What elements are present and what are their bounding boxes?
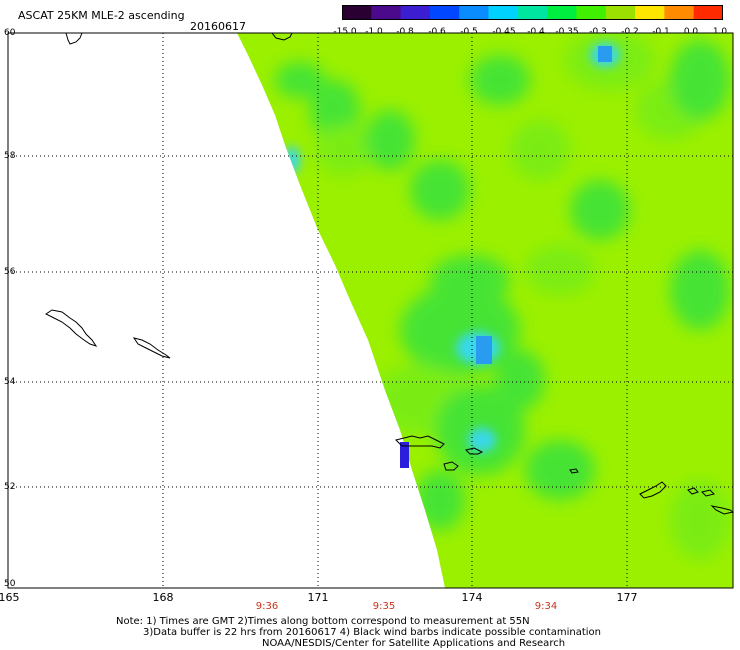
colorbar-label: -0.45	[492, 27, 516, 37]
coastline	[710, 505, 735, 515]
coastline	[687, 487, 699, 495]
colorbar-label: 1.0	[712, 27, 728, 37]
coastline	[639, 481, 667, 499]
colorbar-label: -0.35	[555, 27, 579, 37]
colorbar-label: -0.3	[589, 27, 607, 37]
colorbar-swatch	[693, 5, 723, 20]
colorbar-swatch	[459, 5, 490, 20]
coastline	[465, 447, 484, 455]
coastline	[395, 435, 445, 449]
note-line-2: 3)Data buffer is 22 hrs from 20160617 4)…	[143, 627, 601, 638]
colorbar-swatch	[488, 5, 519, 20]
colorbar-swatch	[342, 5, 372, 20]
colorbar-border	[342, 5, 723, 20]
colorbar-swatch	[400, 5, 431, 20]
lat-label: 56	[4, 267, 16, 277]
coastlines	[45, 32, 735, 515]
credit-line: NOAA/NESDIS/Center for Satellite Applica…	[262, 638, 566, 649]
colorbar-swatch	[429, 5, 460, 20]
coastline	[65, 32, 83, 45]
colorbar-swatch	[635, 5, 665, 20]
lon-label: 177	[616, 591, 638, 604]
lon-label: 168	[152, 591, 174, 604]
wind-cell-high	[476, 336, 492, 364]
coastline	[443, 461, 459, 471]
color-scale-bar	[342, 5, 723, 20]
colorbar-label: -0.1	[652, 27, 670, 37]
colorbar-swatch	[576, 5, 607, 20]
colorbar-swatch	[547, 5, 578, 20]
coastline	[45, 309, 98, 347]
colorbar-label: -15.0	[333, 27, 357, 37]
note-line-1: Note: 1) Times are GMT 2)Times along bot…	[116, 616, 530, 627]
coastline	[701, 489, 715, 497]
lon-label: 174	[461, 591, 483, 604]
wind-cell-max	[400, 442, 409, 468]
colorbar-label: -0.2	[621, 27, 639, 37]
product-title: ASCAT 25KM MLE-2 ascending	[18, 9, 185, 22]
colorbar-label: 0.0	[683, 27, 699, 37]
time-label: 9:36	[255, 601, 279, 612]
coastline	[132, 337, 171, 359]
map-frame	[7, 32, 734, 589]
lat-label: 50	[4, 579, 16, 589]
lat-label: 54	[4, 377, 16, 387]
colorbar-swatch	[605, 5, 636, 20]
time-label: 9:35	[372, 601, 396, 612]
coastline	[271, 32, 293, 41]
product-date: 20160617	[190, 20, 246, 33]
lat-label: 58	[4, 151, 16, 161]
colorbar-label: -1.0	[365, 27, 383, 37]
colorbar-label: -0.5	[460, 27, 478, 37]
lat-label: 52	[4, 482, 16, 492]
colorbar-label: -0.6	[428, 27, 446, 37]
colorbar-label: -0.8	[396, 27, 414, 37]
graticule	[8, 33, 733, 588]
colorbar-swatch	[371, 5, 402, 20]
time-label: 9:34	[534, 601, 558, 612]
wind-cell-high	[598, 46, 612, 62]
wind-swath	[237, 33, 733, 588]
coastline	[569, 468, 579, 474]
lon-label: 171	[307, 591, 329, 604]
lon-label: 165	[0, 591, 20, 604]
colorbar-label: -0.4	[527, 27, 545, 37]
lat-label: 60	[4, 28, 16, 38]
colorbar-swatch	[664, 5, 695, 20]
colorbar-swatch	[517, 5, 548, 20]
